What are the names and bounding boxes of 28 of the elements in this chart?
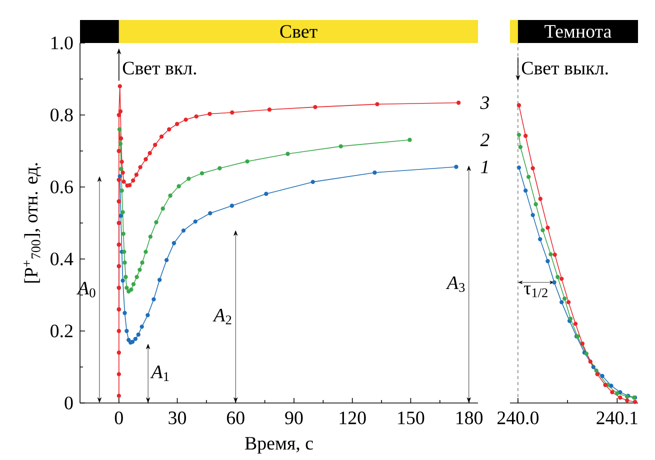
- x-tick-label: 150: [398, 412, 424, 424]
- y-axis-title: [P$^{+}$$_{700}$], отн. ед.: [24, 163, 42, 283]
- text: 2: [480, 134, 490, 146]
- y-tick-label: 0.4: [50, 252, 74, 266]
- annotation: Свет выкл.: [522, 62, 608, 75]
- x-tick-label: 30: [168, 412, 186, 424]
- x-tick-label: 240.1: [596, 412, 638, 424]
- y-tick-label: 0.2: [50, 324, 72, 338]
- x-tick-label: 120: [340, 412, 366, 424]
- x-tick-label: 60: [226, 412, 244, 424]
- x-axis-title: Время, с: [245, 437, 313, 454]
- annotation: A$_{2}$: [212, 309, 232, 324]
- y-tick-label: 0: [64, 396, 73, 410]
- y-tick-label: 1.0: [51, 36, 73, 50]
- y-tick-label: 0.8: [50, 108, 73, 122]
- text: Свет: [280, 25, 318, 38]
- annotation: τ$_{1/2}$: [524, 286, 548, 298]
- text: Темнота: [544, 25, 612, 38]
- series-label: 1: [480, 160, 488, 174]
- series-label: 3: [480, 96, 490, 110]
- annotation: A$_{1}$: [150, 366, 169, 382]
- x-tick-label: 0: [114, 412, 123, 424]
- annotation: Свет вкл.: [122, 62, 196, 75]
- x-tick-label: 240.0: [497, 412, 539, 424]
- x-tick-label: 90: [285, 412, 303, 424]
- y-tick-label: 0.6: [50, 180, 73, 194]
- annotation: A$_{3}$: [446, 276, 465, 292]
- x-tick-label: 180: [456, 412, 483, 424]
